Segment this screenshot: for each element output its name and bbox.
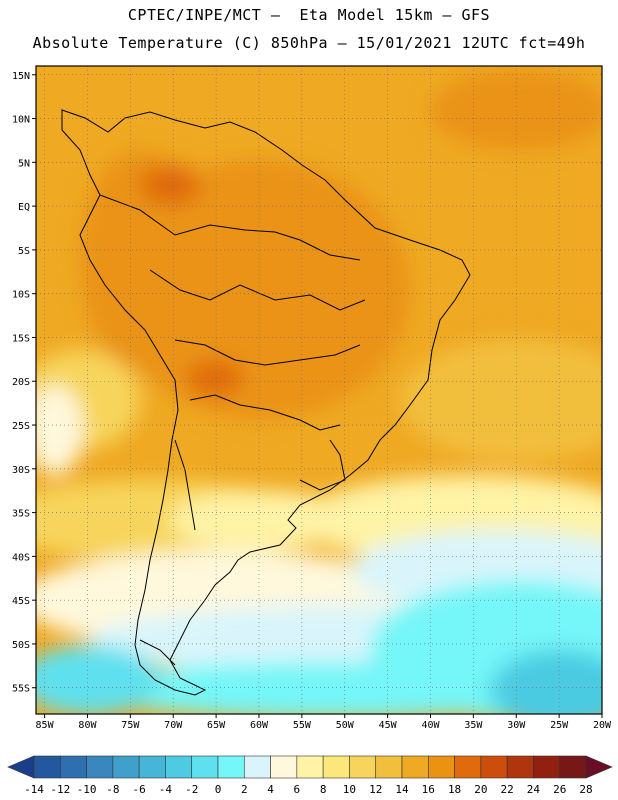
colorbar-segment <box>401 755 429 779</box>
colorbar-label: -2 <box>185 783 198 796</box>
colorbar-segment <box>322 755 350 779</box>
colorbar-segment <box>480 755 508 779</box>
colorbar-segment <box>59 755 87 779</box>
colorbar-label: 24 <box>527 783 541 796</box>
colorbar-label: 6 <box>294 783 301 796</box>
title-line-2: Absolute Temperature (C) 850hPa – 15/01/… <box>32 34 586 52</box>
latitude-ticks: 15N 10N 5N EQ 5S 10S 15S 20S 25S 30S 35S 40S 45S 50S 5… <box>12 71 36 695</box>
lat-label: 20S <box>12 377 30 388</box>
graticule <box>36 66 602 714</box>
lon-label: 75W <box>121 720 140 731</box>
lon-label: 70W <box>164 720 183 731</box>
lon-label: 60W <box>250 720 269 731</box>
lon-label: 85W <box>36 720 55 731</box>
colorbar-label: -14 <box>24 783 44 796</box>
colorbar-label: -6 <box>133 783 146 796</box>
colorbar-label: 18 <box>448 783 461 796</box>
lon-label: 30W <box>507 720 526 731</box>
colorbar-segment <box>86 755 114 779</box>
colorbar-label: -8 <box>106 783 119 796</box>
lat-label: 25S <box>12 421 30 432</box>
colorbar-segment <box>375 755 403 779</box>
colorbar-segment <box>112 755 140 779</box>
colorbar-label: -12 <box>50 783 70 796</box>
lat-label: 50S <box>12 640 30 651</box>
lon-label: 25W <box>550 720 569 731</box>
colorbar-segment <box>270 755 298 779</box>
lon-label: 50W <box>336 720 355 731</box>
lon-label: 35W <box>464 720 483 731</box>
lat-label: EQ <box>18 202 30 213</box>
colorbar-label: 26 <box>553 783 566 796</box>
lat-label: 5S <box>18 246 30 257</box>
colorbar-segment <box>138 755 166 779</box>
colorbar-segment <box>454 755 482 779</box>
title-line-1: CPTEC/INPE/MCT – Eta Model 15km – GFS <box>127 6 491 24</box>
colorbar-label: 8 <box>320 783 327 796</box>
colorbar-segment <box>506 755 534 779</box>
colorbar: -14 -12 -10 -8 -6 -4 -2 0 2 4 6 8 10 12 14 16 18 20 22 24 26… <box>7 755 613 796</box>
lat-label: 35S <box>12 509 30 520</box>
colorbar-label: 22 <box>501 783 514 796</box>
colorbar-segment <box>191 755 219 779</box>
colorbar-label: 16 <box>422 783 435 796</box>
lon-label: 80W <box>78 720 97 731</box>
lat-label: 5N <box>18 158 30 169</box>
lon-label: 40W <box>421 720 440 731</box>
colorbar-label: 14 <box>395 783 409 796</box>
lat-label: 40S <box>12 552 30 563</box>
colorbar-label: 2 <box>241 783 248 796</box>
colorbar-label: 12 <box>369 783 382 796</box>
lon-label: 65W <box>207 720 226 731</box>
colorbar-segment <box>217 755 245 779</box>
colorbar-segment <box>559 755 587 779</box>
lat-label: 45S <box>12 596 30 607</box>
colorbar-segment <box>165 755 193 779</box>
colorbar-segment <box>349 755 377 779</box>
colorbar-label: 20 <box>474 783 487 796</box>
colorbar-segment <box>427 755 455 779</box>
colorbar-label: -10 <box>77 783 97 796</box>
colorbar-max-triangle <box>585 755 613 779</box>
colorbar-segment <box>243 755 271 779</box>
colorbar-label: 10 <box>343 783 356 796</box>
lon-label: 55W <box>293 720 312 731</box>
colorbar-segment <box>296 755 324 779</box>
longitude-ticks: 85W 80W 75W 70W 65W 60W 55W 50W 45W 40W 35W 30W 25W 2… <box>36 714 612 731</box>
temperature-field <box>36 66 602 714</box>
colorbar-min-triangle <box>7 755 35 779</box>
lat-label: 15S <box>12 333 30 344</box>
colorbar-label: 0 <box>215 783 222 796</box>
lat-label: 10N <box>12 115 30 126</box>
lat-label: 55S <box>12 684 30 695</box>
colorbar-label: -4 <box>159 783 173 796</box>
plot-frame <box>35 65 603 715</box>
lat-label: 10S <box>12 290 30 301</box>
lon-label: 45W <box>379 720 398 731</box>
lat-label: 15N <box>12 71 30 82</box>
colorbar-segment <box>533 755 561 779</box>
lon-label: 20W <box>593 720 612 731</box>
colorbar-label: 4 <box>267 783 274 796</box>
lat-label: 30S <box>12 465 30 476</box>
colorbar-label: 28 <box>579 783 592 796</box>
colorbar-segment <box>33 755 61 779</box>
